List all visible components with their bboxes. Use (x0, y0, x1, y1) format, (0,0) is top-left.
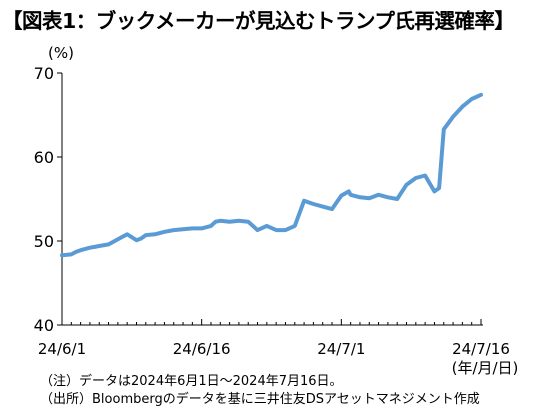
x-tick-label: 24/6/16 (173, 340, 231, 358)
x-axis-unit-label: (年/月/日) (452, 359, 519, 377)
series-line (60, 92, 483, 258)
y-tick-label: 50 (34, 232, 54, 251)
y-axis-ticks: 40 50 60 70 (34, 64, 62, 335)
x-axis-ticks: 24/6/1 24/6/16 24/7/1 24/7/16 (38, 319, 510, 358)
x-tick-label: 24/6/1 (38, 340, 86, 358)
chart-title: 【図表1：ブックメーカーが見込むトランプ氏再選確率】 (2, 9, 515, 33)
x-tick-label: 24/7/1 (317, 340, 365, 358)
source-line: （出所）Bloombergのデータを基に三井住友DSアセットマネジメント作成 (40, 392, 480, 407)
x-tick-label: 24/7/16 (452, 340, 510, 358)
y-tick-label: 70 (34, 64, 54, 83)
note-line: （注）データは2024年6月1日～2024年7月16日。 (40, 374, 343, 389)
y-axis-label: (%) (48, 44, 74, 62)
footnotes: （注）データは2024年6月1日～2024年7月16日。 （出所）Bloombe… (40, 373, 480, 409)
y-tick-label: 60 (34, 148, 54, 167)
y-tick-label: 40 (34, 316, 54, 335)
